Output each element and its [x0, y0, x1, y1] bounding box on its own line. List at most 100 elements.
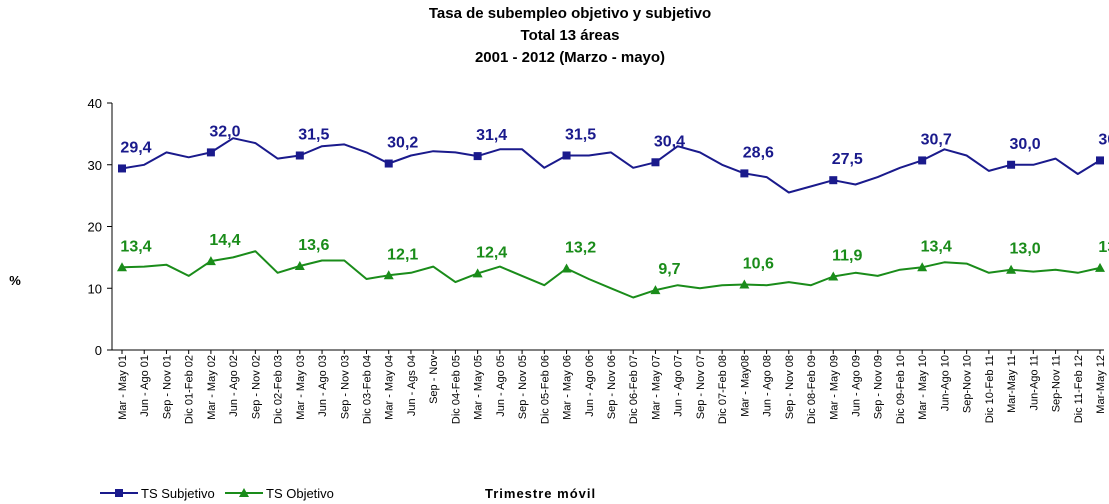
- data-label: 13,4: [921, 238, 952, 255]
- x-tick-label: Dic 05-Feb 06: [539, 355, 551, 424]
- x-axis-label: Trimestre móvil: [485, 486, 596, 501]
- data-label: 31,5: [565, 126, 596, 143]
- x-tick-label: Jun - Ago 03: [317, 355, 329, 417]
- series-line: [121, 250, 1101, 299]
- chart-subtitle: Total 13 áreas: [521, 27, 620, 44]
- data-label: 12,1: [387, 246, 418, 263]
- x-tick-label: Dic 03-Feb 04: [362, 355, 374, 424]
- x-tick-label: Mar - May08: [739, 355, 751, 417]
- x-tick-label: Jun - Ago 06: [584, 355, 596, 417]
- point-marker: [651, 158, 660, 167]
- data-label: 11,9: [832, 248, 862, 265]
- x-tick-label: Jun-Ago 11: [1028, 355, 1040, 410]
- x-tick-label: Sep-Nov 11: [1051, 355, 1063, 412]
- data-label: 13,4: [120, 238, 151, 255]
- legend-label: TS Objetivo: [266, 486, 334, 501]
- point-marker: [383, 270, 394, 280]
- x-tick-label: Sep - Nov 08: [784, 355, 796, 419]
- data-label: 13,6: [298, 237, 329, 254]
- point-marker: [650, 285, 661, 295]
- x-tick-label: Sep - Nov: [428, 355, 440, 404]
- data-label: 31,5: [298, 126, 329, 143]
- point-marker: [917, 262, 928, 272]
- data-label: 13,3: [1098, 239, 1109, 256]
- x-tick-label: Mar - May 05: [473, 355, 485, 420]
- point-marker: [1007, 160, 1016, 169]
- legend-marker: [239, 488, 249, 497]
- data-label: 9,7: [658, 261, 680, 278]
- x-tick-label: Mar - May 02: [206, 355, 218, 420]
- data-label: 27,5: [832, 151, 863, 168]
- x-tick-label: Mar - May 09: [828, 355, 840, 420]
- point-marker: [205, 256, 216, 266]
- point-marker: [117, 262, 127, 272]
- series-line: [121, 137, 1101, 194]
- data-label: 13,2: [565, 239, 596, 256]
- x-tick-label: Dic 08-Feb 09: [806, 355, 818, 424]
- point-marker: [1006, 264, 1017, 274]
- chart-subtitle: 2001 - 2012 (Marzo - mayo): [475, 49, 665, 66]
- data-label: 32,0: [209, 123, 240, 140]
- x-tick-label: Sep - Nov 05: [517, 355, 529, 419]
- point-marker: [118, 164, 126, 173]
- x-tick-label: Mar - May 01: [117, 355, 129, 420]
- x-tick-label: Dic 06-Feb 07: [628, 355, 640, 424]
- x-tick-label: Mar - May 04: [384, 355, 396, 420]
- x-tick-label: Dic 01-Feb 02: [184, 355, 196, 424]
- data-label: 30,4: [654, 133, 685, 150]
- point-marker: [740, 169, 749, 178]
- x-tick-label: Sep - Nov 02: [250, 355, 262, 419]
- x-tick-label: Mar-May 12: [1095, 355, 1107, 414]
- x-tick-label: Jun - Ago 02: [228, 355, 240, 417]
- legend-marker: [115, 489, 123, 497]
- data-label: 30,7: [921, 131, 952, 148]
- x-tick-label: Sep-Nov 10: [962, 355, 974, 413]
- point-marker: [206, 148, 215, 157]
- y-tick-label: 30: [88, 158, 102, 173]
- x-tick-label: Mar - May 06: [562, 355, 574, 420]
- point-marker: [918, 156, 927, 165]
- x-tick-label: Dic 09-Feb 10: [895, 355, 907, 424]
- x-tick-label: Dic 10-Feb 11: [984, 355, 996, 423]
- data-label: 30,2: [387, 135, 418, 152]
- x-tick-label: Mar-May 11: [1006, 355, 1018, 413]
- x-tick-label: Sep - Nov 01: [161, 355, 173, 419]
- x-tick-label: Jun - Ago 01: [139, 355, 151, 417]
- x-tick-label: Sep - Nov 06: [606, 355, 618, 419]
- point-marker: [1095, 262, 1105, 272]
- x-tick-label: Mar - May 10: [917, 355, 929, 420]
- x-tick-label: Jun - Ago 07: [673, 355, 685, 417]
- point-marker: [473, 152, 482, 161]
- y-axis-label: %: [9, 273, 21, 288]
- data-label: 28,6: [743, 144, 774, 161]
- data-label: 14,4: [209, 232, 240, 249]
- y-tick-label: 0: [95, 343, 102, 358]
- data-label: 12,4: [476, 244, 507, 261]
- x-tick-label: Dic 07-Feb 08: [717, 355, 729, 424]
- x-tick-label: Dic 02-Feb 03: [273, 355, 285, 424]
- point-marker: [295, 151, 304, 160]
- x-tick-label: Sep - Nov 07: [695, 355, 707, 419]
- data-label: 30,7: [1098, 131, 1109, 148]
- x-tick-label: Jun - Ago 09: [851, 355, 863, 417]
- point-marker: [294, 261, 305, 271]
- point-marker: [561, 263, 572, 273]
- point-marker: [1096, 156, 1104, 165]
- data-label: 30,0: [1010, 136, 1041, 153]
- point-marker: [739, 279, 750, 289]
- x-tick-label: Mar - May 07: [650, 355, 662, 420]
- point-marker: [562, 151, 571, 160]
- data-label: 29,4: [120, 139, 151, 156]
- legend-label: TS Subjetivo: [141, 486, 215, 501]
- point-marker: [472, 268, 483, 278]
- point-marker: [829, 176, 838, 185]
- point-marker: [828, 271, 839, 281]
- x-tick-label: Dic 04-Feb 05: [450, 355, 462, 424]
- x-tick-label: Sep - Nov 09: [873, 355, 885, 419]
- x-tick-label: Jun - Ago 08: [762, 355, 774, 417]
- data-label: 10,6: [743, 256, 774, 273]
- data-label: 31,4: [476, 127, 507, 144]
- y-tick-label: 20: [88, 220, 102, 235]
- x-tick-label: Jun - Ago 05: [495, 355, 507, 417]
